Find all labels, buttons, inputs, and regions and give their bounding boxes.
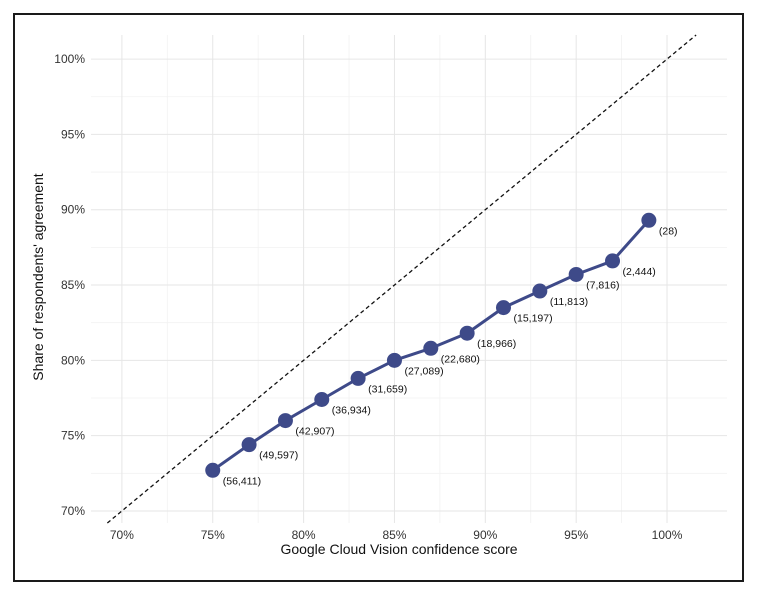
data-label: (7,816) (586, 279, 619, 291)
line-chart: (56,411) (49,597) (42,907) (36,934) (31,659)… (30, 34, 727, 557)
data-label: (36,934) (332, 404, 371, 416)
y-tick-label: 85% (61, 278, 85, 292)
data-point (641, 212, 657, 228)
chart-frame: (56,411) (49,597) (42,907) (36,934) (31,659)… (13, 13, 744, 582)
data-label: (15,197) (513, 313, 552, 325)
data-label: (11,813) (550, 296, 588, 308)
data-label: (49,597) (259, 450, 298, 462)
data-label: (28) (659, 225, 678, 237)
data-label: (2,444) (623, 266, 656, 278)
data-label: (27,089) (404, 365, 443, 377)
data-label: (56,411) (223, 475, 261, 487)
y-axis-ticks: 70% 75% 80% 85% 90% 95% 100% (54, 52, 85, 518)
diagonal-reference-line (106, 34, 697, 524)
x-tick-label: 70% (110, 528, 134, 542)
x-axis-ticks: 70% 75% 80% 85% 90% 95% 100% (110, 528, 683, 542)
data-point (314, 391, 330, 407)
y-tick-label: 75% (61, 429, 85, 443)
y-tick-label: 95% (61, 127, 85, 141)
data-point (532, 283, 548, 299)
data-point (205, 462, 221, 478)
data-point (459, 325, 475, 341)
y-axis-title: Share of respondents' agreement (30, 173, 46, 380)
x-tick-label: 75% (201, 528, 225, 542)
y-tick-label: 70% (61, 504, 85, 518)
grid (91, 35, 727, 523)
data-point (605, 253, 621, 269)
y-tick-label: 90% (61, 203, 85, 217)
y-tick-label: 100% (54, 52, 85, 66)
data-label: (22,680) (441, 353, 480, 365)
data-series (205, 212, 657, 478)
data-point (495, 300, 511, 316)
x-tick-label: 100% (652, 528, 683, 542)
reference-line (106, 34, 697, 524)
x-tick-label: 95% (564, 528, 588, 542)
data-point (568, 266, 584, 282)
y-tick-label: 80% (61, 353, 85, 367)
data-point (350, 370, 366, 386)
data-labels: (56,411) (49,597) (42,907) (36,934) (31,659)… (223, 225, 678, 487)
data-label: (42,907) (295, 426, 334, 438)
data-point (386, 352, 402, 368)
x-tick-label: 85% (382, 528, 406, 542)
data-label: (31,659) (368, 383, 407, 395)
data-label: (18,966) (477, 338, 516, 350)
x-tick-label: 80% (292, 528, 316, 542)
x-tick-label: 90% (473, 528, 497, 542)
data-point (423, 340, 439, 356)
x-axis-title: Google Cloud Vision confidence score (280, 541, 517, 557)
data-point (277, 413, 293, 429)
data-point (241, 437, 257, 453)
